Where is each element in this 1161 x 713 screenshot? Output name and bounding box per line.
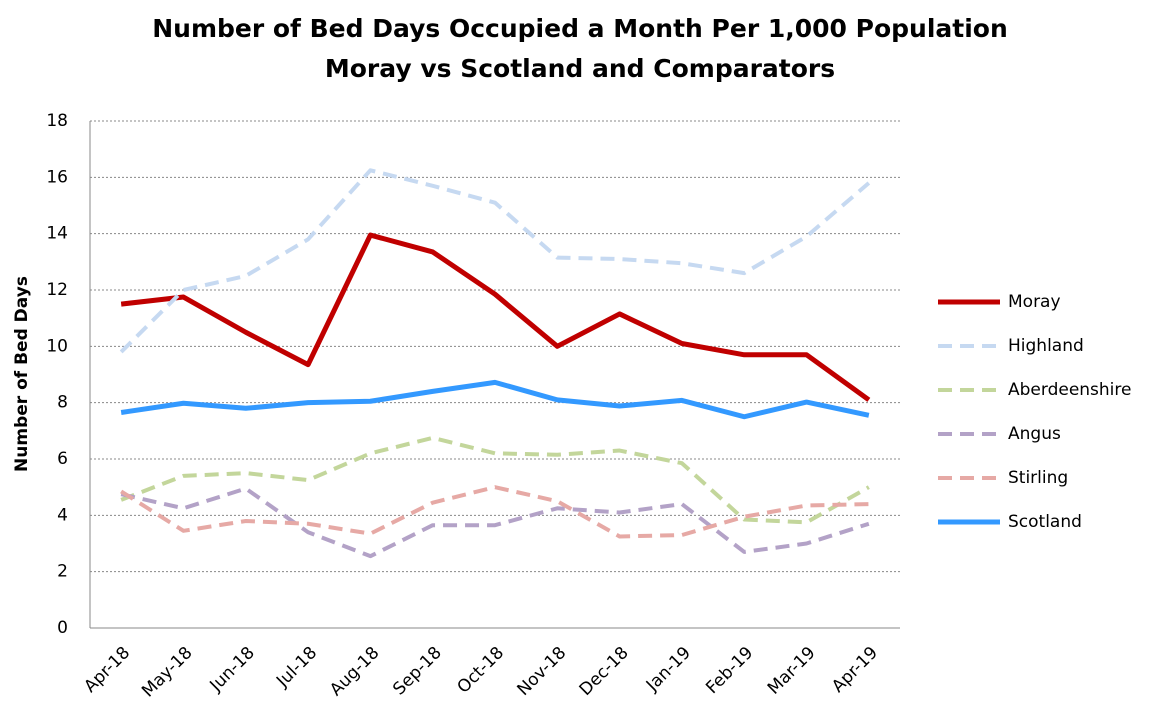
- series-line: [120, 486, 870, 559]
- y-tick-label: 14: [46, 224, 68, 244]
- legend-label: Scotland: [1008, 512, 1082, 532]
- series-line: [119, 168, 871, 354]
- x-tick-label: Feb-19: [702, 643, 757, 698]
- y-tick-label: 6: [57, 449, 68, 469]
- y-tick-label: 18: [46, 111, 68, 131]
- series-line: [120, 232, 871, 402]
- chart-title: Number of Bed Days Occupied a Month Per …: [152, 14, 1008, 43]
- y-tick-label: 0: [57, 618, 68, 638]
- x-tick-label: Apr-18: [80, 643, 134, 697]
- x-tick-label: Apr-19: [828, 643, 882, 697]
- legend-label: Angus: [1008, 424, 1061, 444]
- series-line: [120, 485, 869, 539]
- legend-label: Moray: [1008, 292, 1061, 312]
- x-tick-label: Jul-18: [272, 643, 321, 692]
- x-tick-label: May-18: [138, 643, 196, 701]
- x-tick-label: Mar-19: [764, 643, 820, 699]
- x-tick-label: Aug-18: [326, 643, 383, 700]
- y-axis-label: Number of Bed Days: [12, 276, 32, 472]
- y-tick-label: 12: [46, 280, 68, 300]
- x-tick-label: Jun-18: [206, 643, 259, 696]
- series-line: [120, 435, 870, 525]
- y-tick-label: 10: [46, 336, 68, 356]
- x-tick-label: Oct-18: [454, 643, 509, 698]
- chart-subtitle: Moray vs Scotland and Comparators: [325, 54, 835, 83]
- legend-label: Stirling: [1008, 468, 1068, 488]
- y-tick-label: 8: [57, 393, 68, 413]
- x-tick-label: Nov-18: [513, 643, 570, 700]
- legend-label: Aberdeenshire: [1008, 380, 1131, 400]
- y-tick-label: 16: [46, 167, 68, 187]
- legend-label: Highland: [1008, 336, 1084, 356]
- x-tick-label: Sep-18: [389, 643, 445, 699]
- series-line: [120, 379, 870, 420]
- y-tick-label: 2: [57, 562, 68, 582]
- x-tick-label: Jan-19: [642, 643, 695, 696]
- y-tick-label: 4: [57, 505, 68, 525]
- x-tick-label: Dec-18: [576, 643, 633, 700]
